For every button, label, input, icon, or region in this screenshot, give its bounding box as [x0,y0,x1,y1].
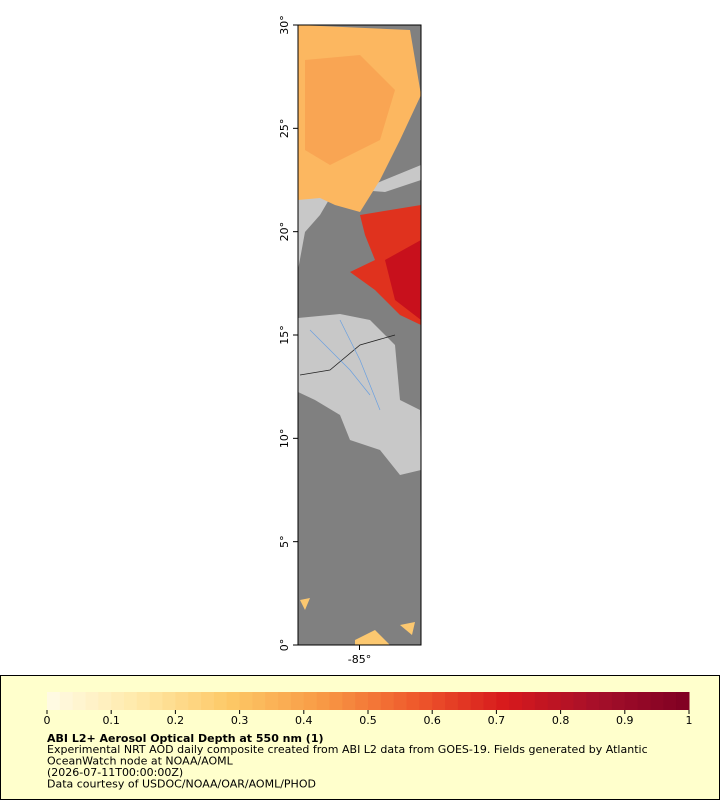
y-tick-label: 20° [278,222,291,242]
colorbar-swatch [380,692,395,710]
map-area [298,25,421,645]
colorbar-tick-label: 0 [44,714,51,727]
land [298,314,421,475]
colorbar-swatch [663,692,677,710]
colorbar-swatch [175,692,189,710]
colorbar-swatch [265,692,279,710]
y-tick-label: 30° [278,15,291,35]
colorbar-swatch [624,692,639,710]
colorbar-swatch [470,692,485,710]
aerosol-low [305,55,395,165]
colorbar-tick-label: 0.1 [102,714,120,727]
colorbar-swatch [445,692,459,710]
caption-line: OceanWatch node at NOAA/AOML [47,755,234,768]
colorbar-swatch [316,692,330,710]
border [299,334,396,376]
colorbar-swatch [111,692,125,710]
colorbar-swatch [72,692,87,710]
colorbar-swatch [47,692,61,710]
caption-title: ABI L2+ Aerosol Optical Depth at 550 nm … [47,732,324,745]
colorbar-tick-label: 0.4 [295,714,313,727]
land [298,195,330,270]
colorbar-swatch [368,692,382,710]
colorbar-swatch [419,692,433,710]
colorbar-swatch [342,692,356,710]
colorbar-swatch [586,692,600,710]
colorbar-tick-label: 0.6 [423,714,441,727]
colorbar-swatch [213,692,228,710]
colorbar-swatch [676,692,690,710]
colorbar-swatch [290,692,305,710]
colorbar-swatch [98,692,112,710]
colorbar-swatch [483,692,497,710]
y-tick-label: 0° [278,639,291,652]
colorbar-tick-label: 1 [686,714,693,727]
colorbar-swatch [522,692,536,710]
colorbar-tick-label: 0.9 [616,714,634,727]
colorbar-swatch [573,692,587,710]
colorbar-tick-label: 0.8 [552,714,570,727]
y-tick-label: 5° [278,535,291,548]
caption-line: (2026-07-11T00:00:00Z) [47,766,183,779]
colorbar-swatch [650,692,664,710]
colorbar-tick-label: 0.3 [231,714,249,727]
colorbar-swatch [85,692,99,710]
x-tick-label: -85° [348,653,371,666]
colorbar-swatch [226,692,241,710]
y-tick-label: 10° [278,429,291,449]
aerosol-high [385,240,421,320]
caption-lines: Experimental NRT AOD daily composite cre… [47,743,648,791]
colorbar-swatch [329,692,343,710]
colorbar-swatch [534,692,549,710]
colorbar-swatch [252,692,266,710]
caption-line: Experimental NRT AOD daily composite cre… [47,743,648,756]
colorbar-swatch [149,692,164,710]
colorbar-swatch [599,692,613,710]
colorbar-swatch [432,692,446,710]
colorbar: 0 0.1 0.2 0.3 0.4 0.5 0.6 0.7 0.8 0.9 1 [44,692,693,727]
colorbar-swatch [124,692,138,710]
y-tick-label: 15° [278,325,291,345]
colorbar-swatch [560,692,574,710]
colorbar-tick-label: 0.5 [359,714,377,727]
colorbar-swatch [188,692,202,710]
colorbar-swatch [457,692,472,710]
colorbar-swatch [239,692,253,710]
colorbar-swatch [278,692,292,710]
colorbar-swatch [59,692,74,710]
colorbar-swatch [406,692,420,710]
colorbar-tick-label: 0.7 [488,714,506,727]
caption-line: Data courtesy of USDOC/NOAA/OAR/AOML/PHO… [47,778,316,791]
colorbar-swatch [303,692,318,710]
colorbar-swatch [201,692,215,710]
colorbar-swatch [136,692,151,710]
colorbar-swatch [547,692,562,710]
colorbar-tick-label: 0.2 [167,714,185,727]
y-tick-label: 25° [278,119,291,139]
colorbar-swatch [496,692,510,710]
colorbar-swatch [509,692,523,710]
colorbar-swatch [637,692,651,710]
river [309,319,381,411]
colorbar-swatch [355,692,369,710]
colorbar-swatch [162,692,176,710]
colorbar-swatch [611,692,626,710]
colorbar-swatch [393,692,408,710]
